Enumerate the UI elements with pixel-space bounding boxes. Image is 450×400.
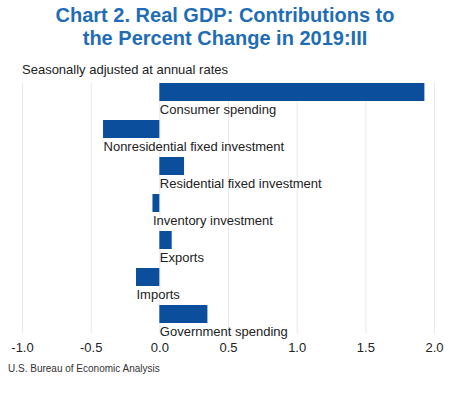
- svg-text:Exports: Exports: [160, 250, 205, 265]
- html-text:U.S. Bureau of Economic Analys: U.S. Bureau of Economic Analysis: [8, 363, 160, 374]
- svg-text:Residential fixed investment: Residential fixed investment: [160, 176, 322, 191]
- html-text:Chart 2. Real GDP: Contributio: Chart 2. Real GDP: Contributions to the …: [55, 4, 395, 49]
- svg-text:1.0: 1.0: [288, 340, 306, 355]
- svg-text:-0.5: -0.5: [80, 340, 102, 355]
- svg-text:1.5: 1.5: [357, 340, 375, 355]
- svg-text:0.5: 0.5: [219, 340, 237, 355]
- svg-text:2.0: 2.0: [425, 340, 443, 355]
- svg-text:0.0: 0.0: [151, 340, 169, 355]
- svg-text:-1.0: -1.0: [11, 340, 33, 355]
- svg-text:Government spending: Government spending: [160, 324, 288, 339]
- svg-text:Nonresidential fixed investmen: Nonresidential fixed investment: [104, 139, 285, 154]
- svg-text:Imports: Imports: [136, 287, 180, 302]
- html-text:Seasonally adjusted at annual: Seasonally adjusted at annual rates: [22, 62, 228, 77]
- svg-text:Consumer spending: Consumer spending: [160, 102, 276, 117]
- svg-text:Inventory investment: Inventory investment: [153, 213, 273, 228]
